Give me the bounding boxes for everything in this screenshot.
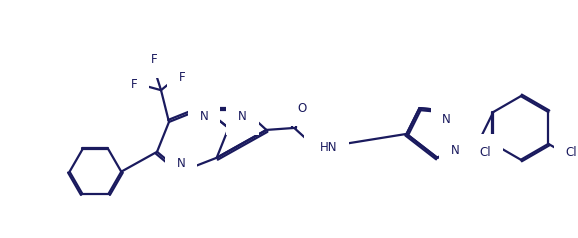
Text: HN: HN — [320, 141, 338, 154]
Text: F: F — [131, 78, 137, 91]
Text: N: N — [238, 110, 247, 123]
Text: HN: HN — [316, 141, 334, 154]
Text: O: O — [297, 102, 306, 114]
Text: F: F — [151, 53, 157, 66]
Text: N: N — [451, 144, 460, 157]
Text: Cl: Cl — [480, 146, 491, 159]
Text: N: N — [442, 113, 451, 126]
Text: N: N — [176, 157, 186, 170]
Text: F: F — [179, 71, 186, 84]
Text: N: N — [199, 110, 208, 123]
Text: Cl: Cl — [566, 146, 577, 159]
